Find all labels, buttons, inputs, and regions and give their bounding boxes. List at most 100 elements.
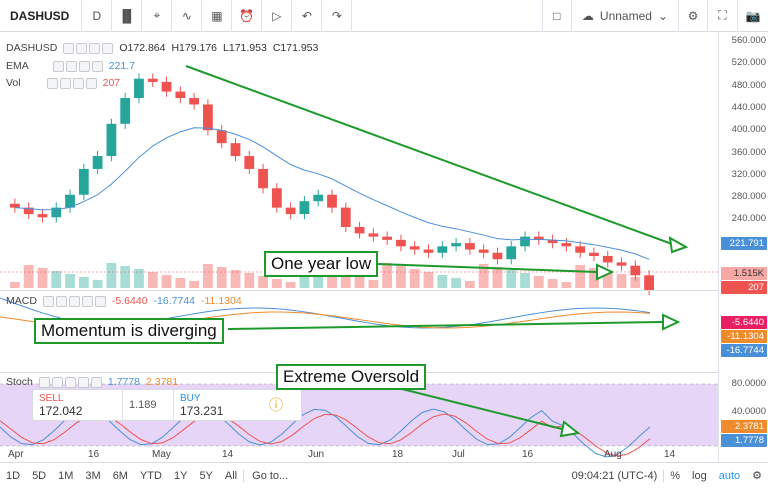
candle	[161, 81, 172, 92]
candle	[120, 98, 131, 124]
settings-icon[interactable]: ⚙	[752, 470, 762, 482]
price-axis-label: 440.000	[731, 101, 766, 113]
volume-bar	[189, 281, 200, 288]
undo-icon[interactable]: ↶	[292, 0, 323, 32]
candle	[78, 168, 89, 195]
candle	[244, 156, 255, 169]
candle	[216, 130, 227, 144]
trendline-arrow	[185, 65, 689, 438]
range-3m[interactable]: 3M	[85, 469, 101, 482]
fullscreen-icon[interactable]: ⛶	[708, 0, 738, 32]
volume-bar	[423, 272, 434, 288]
candle	[189, 98, 200, 105]
date-axis-label: Aug	[604, 449, 622, 460]
volume-bar	[10, 282, 20, 288]
candle	[575, 246, 586, 253]
volume-bar	[616, 274, 627, 288]
volume-bar	[506, 270, 517, 288]
range-1y[interactable]: 1Y	[173, 469, 188, 482]
templates-icon[interactable]: ▦	[202, 0, 233, 32]
price-axis[interactable]: 560.000 520.000 480.000 440.000 400.000 360.0…	[718, 32, 768, 462]
compare-icon[interactable]: ⌖	[142, 0, 173, 32]
candle	[230, 143, 241, 157]
legend-low: L171.953	[223, 42, 267, 54]
stoch-axis-40: 40.0000	[731, 406, 766, 417]
date-axis-label: Jun	[308, 449, 325, 460]
volume-bar	[147, 272, 158, 288]
layout-icon[interactable]: □	[541, 0, 572, 32]
snapshot-icon[interactable]: 📷	[745, 8, 761, 23]
range-6m[interactable]: 6M	[112, 469, 128, 482]
volume-bar	[437, 275, 448, 288]
range-1m[interactable]: 1M	[58, 469, 74, 482]
date-axis-label: May	[152, 449, 171, 460]
volume-bar	[23, 265, 34, 288]
buy-button[interactable]: BUY 173.231	[173, 390, 263, 420]
stoch-legend-buttons[interactable]	[38, 376, 102, 388]
candle	[478, 249, 489, 253]
price-axis-label: 400.000	[731, 124, 766, 136]
auto-toggle[interactable]: auto	[718, 469, 741, 482]
price-axis-label: 560.000	[731, 35, 766, 46]
volume-bar	[533, 276, 544, 288]
annotation-one-year-low: One year low	[264, 251, 379, 277]
volume-bar	[589, 268, 599, 288]
volume-bar	[464, 281, 475, 288]
candle	[409, 246, 420, 250]
indicators-icon[interactable]: ∿	[172, 0, 203, 32]
ema-tag: 221.791	[721, 237, 767, 250]
info-icon[interactable]: ⓘ	[269, 397, 283, 413]
range-5y[interactable]: 5Y	[199, 469, 213, 482]
price-axis-label: 320.000	[731, 168, 766, 180]
ema-value: 221.7	[108, 60, 136, 72]
candle	[203, 104, 213, 131]
legend-symbol: DASHUSD	[6, 42, 58, 54]
range-1d[interactable]: 1D	[6, 469, 21, 482]
macd-legend-buttons[interactable]	[42, 295, 106, 307]
vol-value: 207	[102, 77, 121, 89]
volume-bar	[340, 274, 351, 288]
date-axis-label: Apr	[8, 449, 24, 460]
candle-style-icon[interactable]: ▐▌	[112, 0, 143, 32]
save-layout-button[interactable]: ☁ Unnamed ⌄	[581, 8, 668, 23]
interval-button[interactable]: D	[82, 0, 113, 32]
volume-bar	[51, 271, 62, 288]
candle	[258, 168, 268, 189]
volume-bar	[230, 270, 241, 288]
alert-icon[interactable]: ⏰	[232, 0, 263, 32]
price-axis-label: 480.000	[731, 79, 766, 91]
volume-bar	[409, 269, 420, 288]
goto-button[interactable]: Go to...	[243, 469, 294, 482]
volume-bar	[65, 274, 75, 288]
candle	[630, 265, 641, 276]
range-ytd[interactable]: YTD	[139, 469, 162, 482]
clock-readout: 09:04:21 (UTC-4)	[571, 469, 658, 482]
replay-icon[interactable]: ▷	[262, 0, 293, 32]
date-axis-label: Jul	[452, 449, 465, 460]
candle	[313, 194, 324, 202]
volume-bar	[547, 279, 558, 288]
vol-legend-buttons[interactable]	[46, 77, 97, 89]
volume-bar	[478, 264, 489, 288]
candle	[616, 262, 627, 266]
redo-icon[interactable]: ↷	[322, 0, 353, 32]
range-5d[interactable]: 5D	[32, 469, 47, 482]
range-all[interactable]: All	[224, 469, 238, 482]
symbol-search-button[interactable]: DASHUSD	[0, 0, 83, 32]
sell-button[interactable]: SELL 172.042	[33, 390, 123, 420]
macd-tag: -5.6440	[721, 316, 767, 329]
settings-gear-icon[interactable]: ⚙	[678, 0, 708, 32]
stoch-d-tag: 2.3781	[721, 420, 767, 433]
candle	[147, 78, 158, 82]
ema-legend-buttons[interactable]	[52, 60, 103, 72]
volume-bar	[285, 282, 296, 288]
legend-buttons[interactable]	[63, 42, 114, 54]
volume-bar	[575, 265, 586, 288]
log-toggle[interactable]: log	[692, 469, 707, 482]
volume-bar	[602, 271, 613, 288]
percent-toggle[interactable]: %	[663, 469, 686, 482]
candle	[423, 249, 434, 253]
stoch-legend: Stoch 1.7778 2.3781	[6, 376, 179, 388]
price-axis-label: 280.000	[731, 191, 766, 203]
annotation-momentum: Momentum is diverging	[34, 318, 224, 344]
